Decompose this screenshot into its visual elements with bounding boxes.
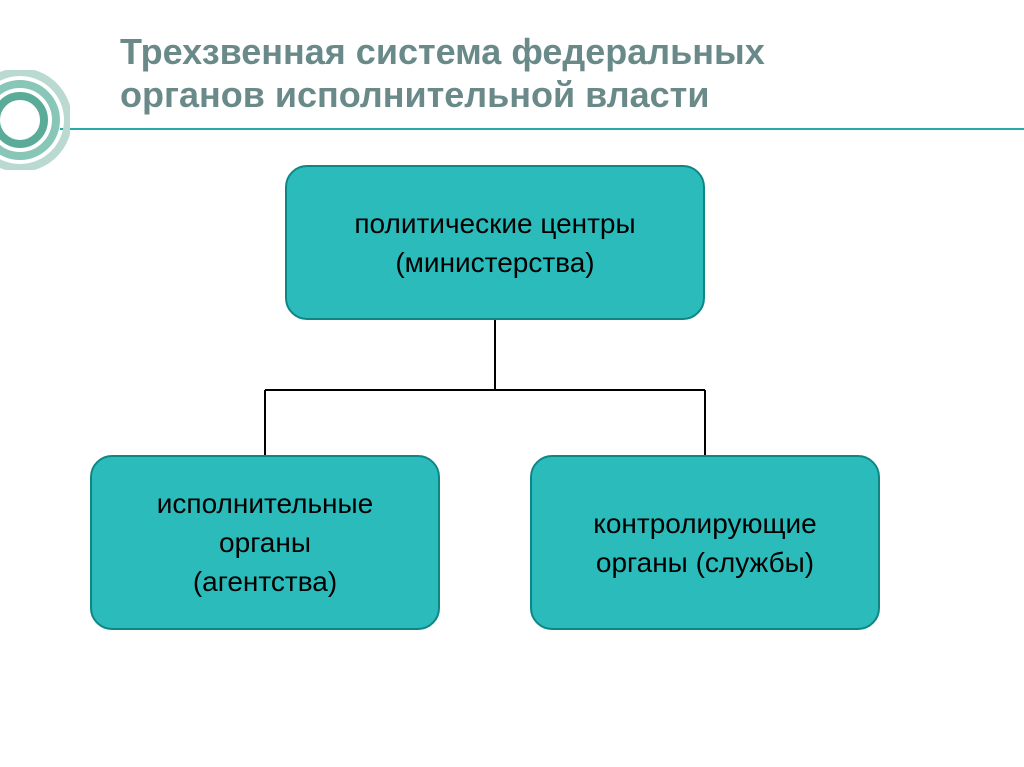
title-line-1: Трехзвенная система федеральных [120,31,765,72]
node-left-line2: органы [219,523,311,562]
node-left-line3: (агентства) [193,562,337,601]
diagram-area: политические центры (министерства) испол… [0,145,1024,705]
node-left-line1: исполнительные [157,484,373,523]
node-top: политические центры (министерства) [285,165,705,320]
title-line-2: органов исполнительной власти [120,74,709,115]
node-right-line2: органы (службы) [596,543,814,582]
title-area: Трехзвенная система федеральных органов … [0,0,1024,145]
slide-title: Трехзвенная система федеральных органов … [120,30,964,116]
node-top-line2: (министерства) [395,243,594,282]
node-right: контролирующие органы (службы) [530,455,880,630]
title-underline [60,128,1024,130]
node-left: исполнительные органы (агентства) [90,455,440,630]
node-right-line1: контролирующие [593,504,816,543]
node-top-line1: политические центры [354,204,635,243]
